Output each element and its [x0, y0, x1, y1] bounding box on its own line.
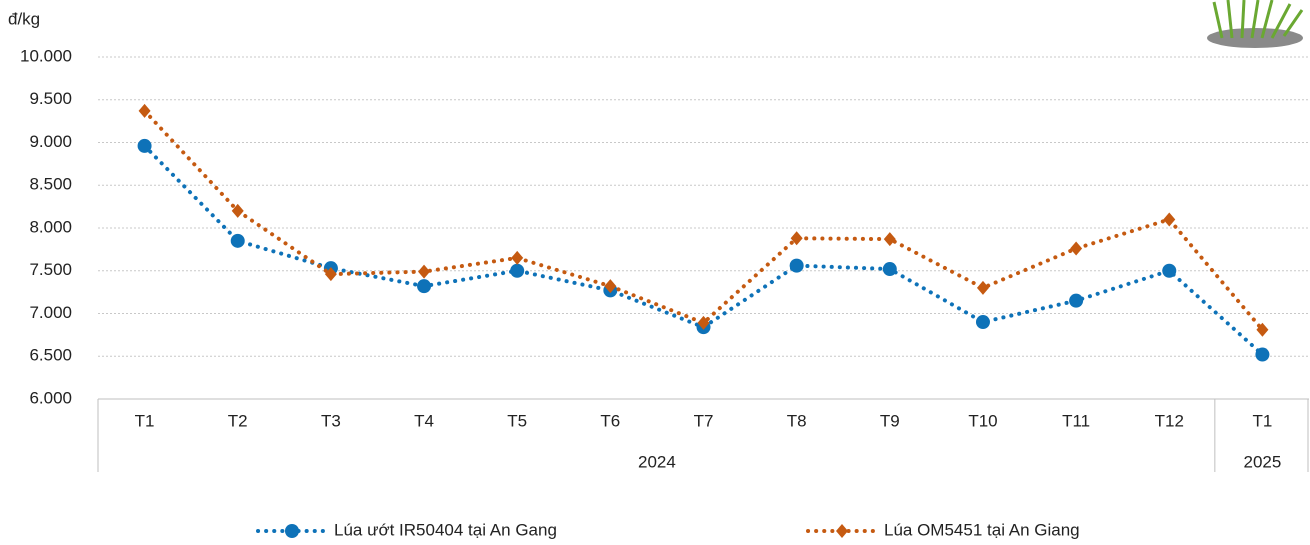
point [1162, 263, 1177, 278]
point [1256, 322, 1269, 337]
y-unit-label: đ/kg [8, 9, 40, 28]
point [137, 138, 152, 153]
series-line [142, 108, 1265, 332]
x-tick-label: T10 [968, 411, 997, 430]
y-tick-label: 7.000 [29, 303, 72, 322]
point [418, 264, 431, 279]
point [790, 231, 803, 246]
x-tick-label: T3 [321, 411, 341, 430]
x-tick-label: T2 [228, 411, 248, 430]
y-tick-label: 8.500 [29, 175, 72, 194]
point [883, 232, 896, 247]
point [975, 315, 990, 330]
y-tick-label: 6.500 [29, 346, 72, 365]
y-tick-label: 6.000 [29, 388, 72, 407]
x-tick-label: T11 [1062, 411, 1090, 430]
x-tick-label: T1 [135, 411, 155, 430]
legend-label: Lúa OM5451 tại An Giang [884, 520, 1080, 539]
x-tick-label: T8 [787, 411, 807, 430]
point [231, 203, 244, 218]
point [324, 267, 337, 282]
point [417, 279, 432, 294]
y-tick-label: 9.500 [29, 89, 72, 108]
x-group-label: 2025 [1244, 452, 1282, 471]
point [138, 103, 151, 118]
y-tick-label: 8.000 [29, 217, 72, 236]
x-tick-label: T4 [414, 411, 434, 430]
y-tick-label: 7.500 [29, 260, 72, 279]
y-tick-label: 10.000 [20, 46, 72, 65]
point [697, 315, 710, 330]
x-tick-label: T9 [880, 411, 900, 430]
point [976, 280, 989, 295]
legend-marker [285, 524, 299, 538]
legend-label: Lúa ướt IR50404 tại An Gang [334, 520, 557, 539]
x-tick-label: T7 [694, 411, 714, 430]
x-tick-label: T12 [1155, 411, 1184, 430]
point [1163, 212, 1176, 227]
point [1070, 241, 1083, 256]
y-tick-label: 9.000 [29, 132, 72, 151]
legend-marker [836, 524, 848, 538]
rice-icon [1207, 0, 1304, 48]
point [1069, 293, 1084, 308]
point [789, 258, 804, 273]
point [604, 279, 617, 294]
point [1255, 347, 1270, 362]
x-group-label: 2024 [638, 452, 676, 471]
point [230, 233, 245, 248]
x-tick-label: T1 [1253, 411, 1273, 430]
x-tick-label: T6 [600, 411, 620, 430]
point [882, 262, 897, 277]
point [511, 250, 524, 265]
point [510, 263, 525, 278]
x-tick-label: T5 [507, 411, 527, 430]
